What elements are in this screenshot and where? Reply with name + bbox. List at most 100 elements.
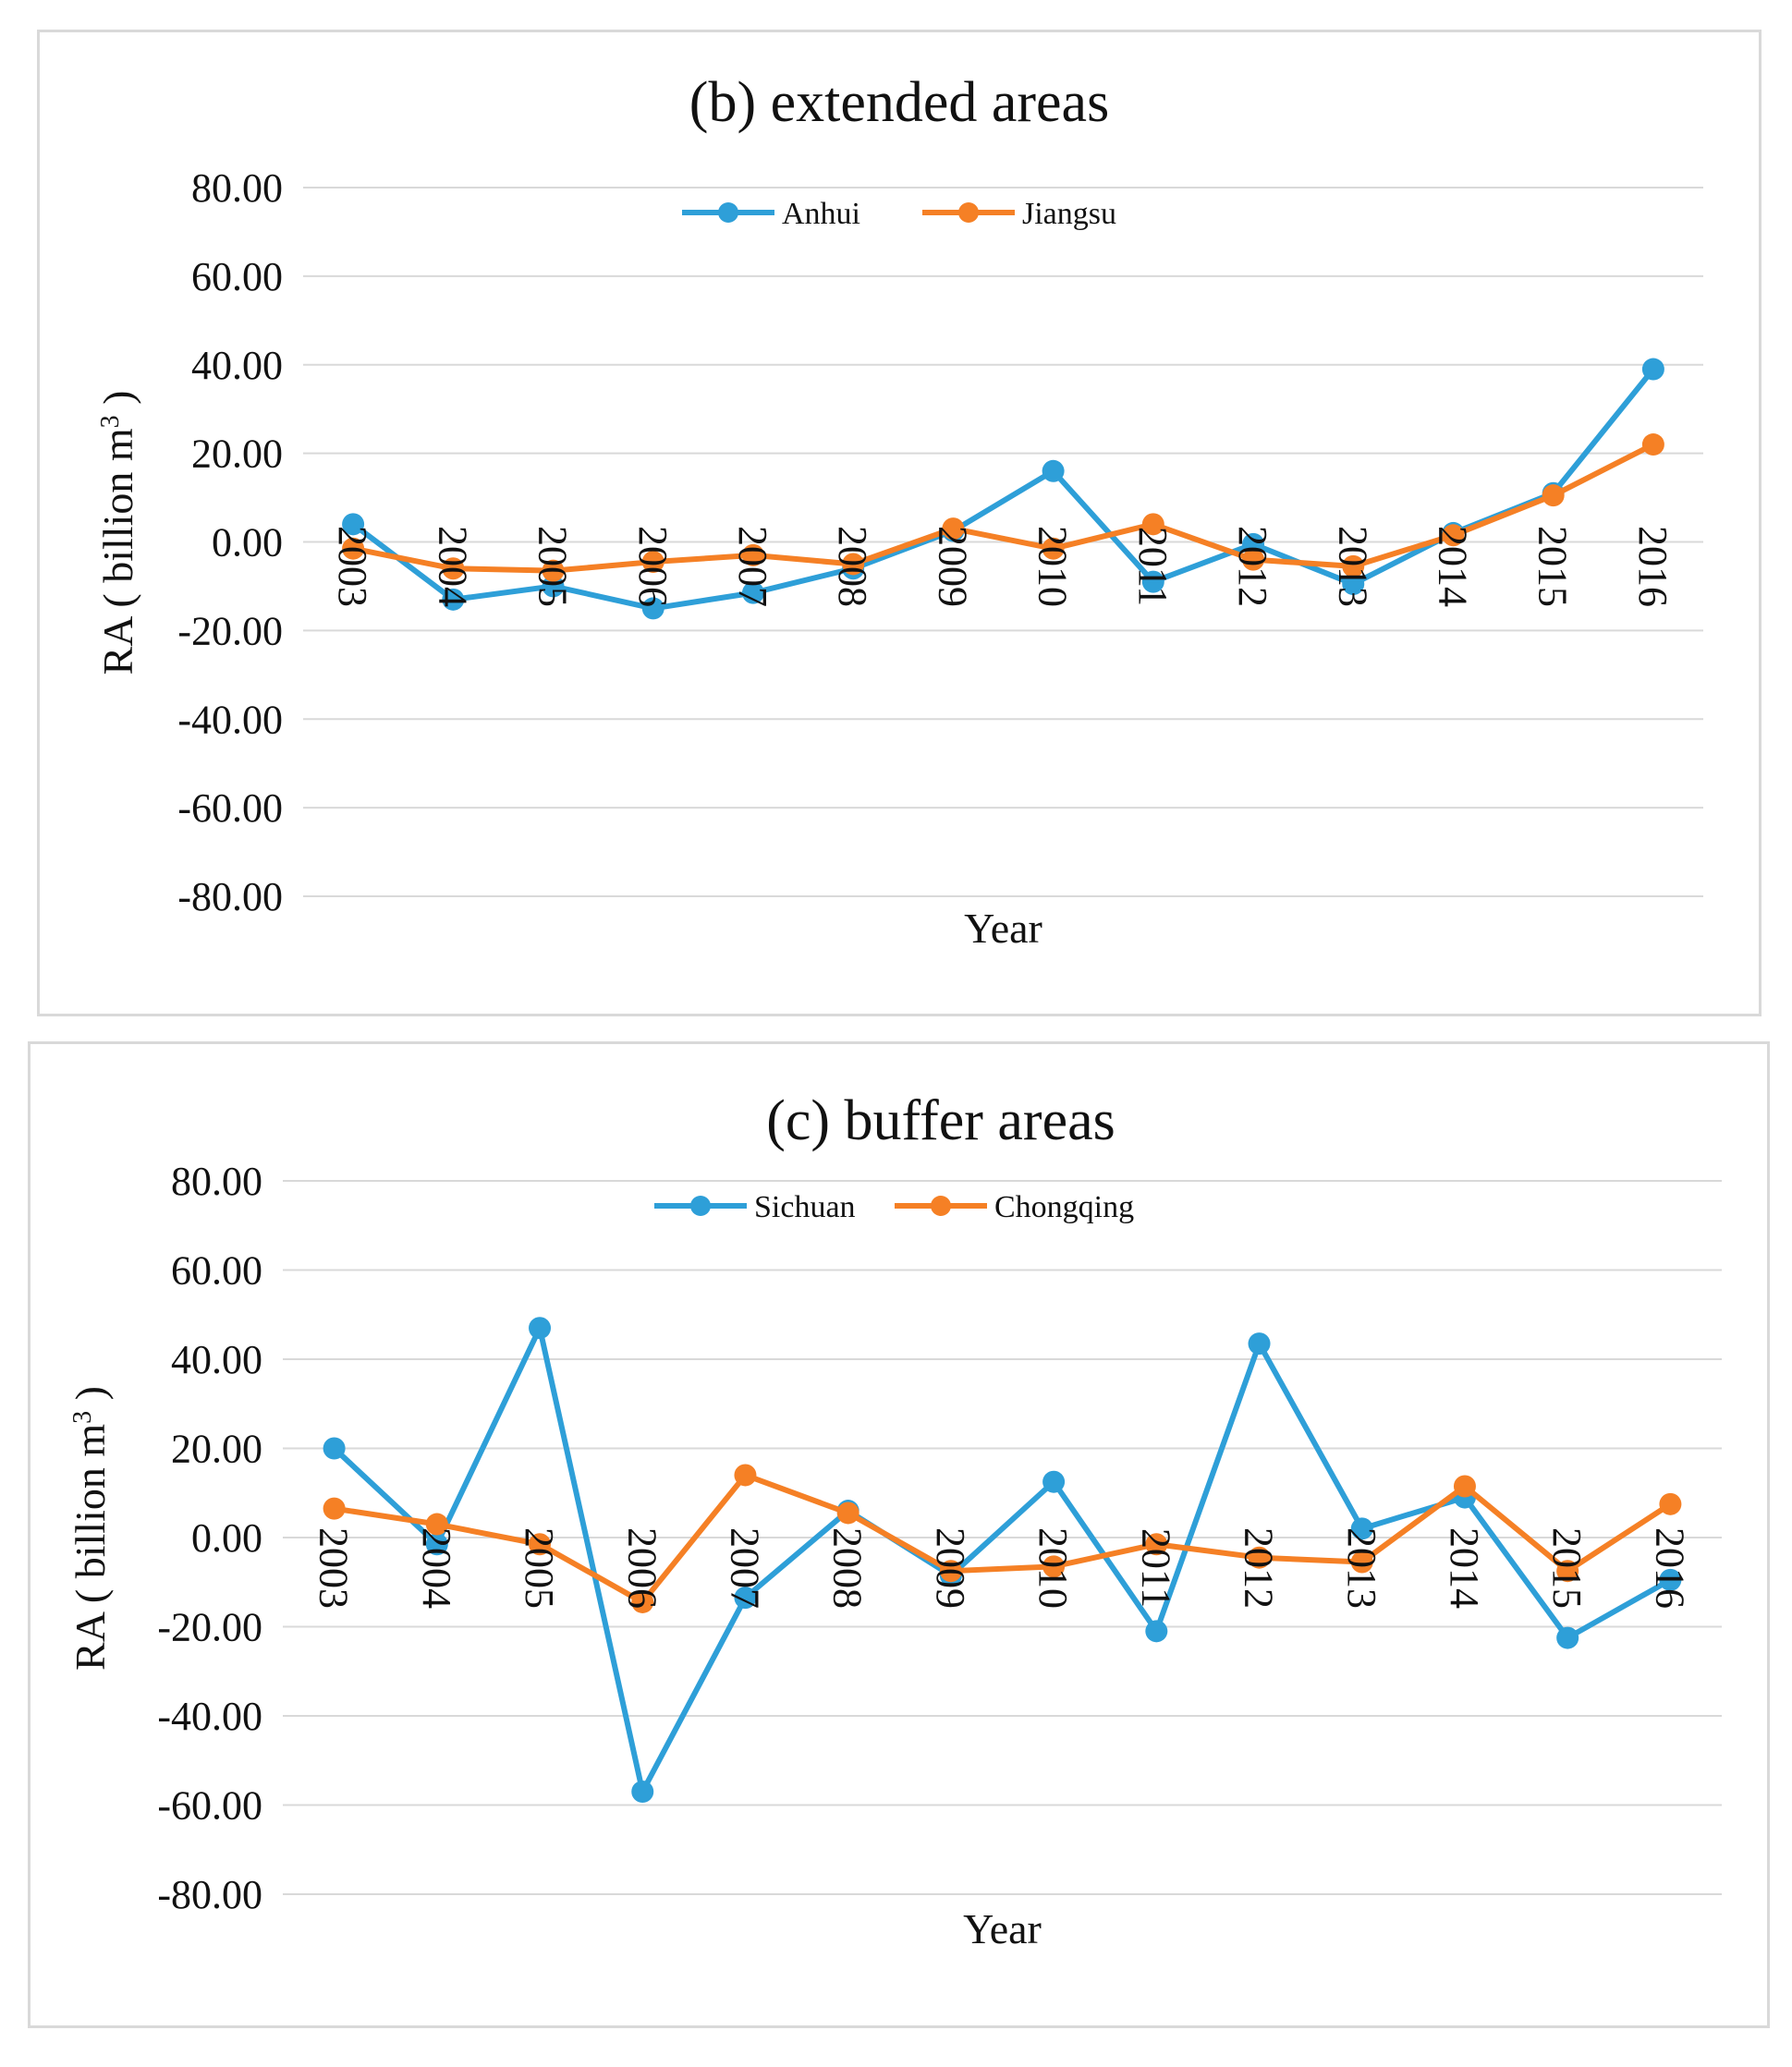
data-point-sichuan (734, 1587, 757, 1610)
data-point-chongqing (631, 1590, 654, 1613)
x-tick-label: 2010 (1030, 1527, 1076, 1609)
data-point-anhui (1042, 459, 1065, 482)
x-tick-label: 2011 (1130, 527, 1176, 606)
legend-marker-anhui (718, 202, 738, 223)
data-point-sichuan (1145, 1620, 1168, 1643)
data-point-chongqing (1556, 1560, 1579, 1583)
chart-title: (b) extended areas (689, 71, 1109, 134)
y-tick-label: -60.00 (157, 1783, 262, 1829)
data-point-jiangsu (442, 557, 465, 580)
x-tick-label: 2007 (730, 526, 775, 607)
y-tick-label: -20.00 (157, 1605, 262, 1650)
x-tick-label: 2006 (630, 526, 676, 607)
x-tick-label: 2015 (1530, 526, 1576, 607)
x-axis-title: Year (964, 905, 1042, 952)
x-tick-label: 2004 (430, 526, 475, 607)
data-point-jiangsu (842, 553, 865, 576)
series-line-chongqing (334, 1472, 1673, 1605)
x-tick-label: 2009 (928, 1527, 973, 1609)
legend-label-jiangsu: Jiangsu (1022, 197, 1116, 231)
y-tick-label: 20.00 (171, 1427, 262, 1472)
x-tick-label: 2012 (1230, 526, 1275, 607)
data-point-sichuan (1556, 1626, 1579, 1649)
x-tick-label: 2007 (722, 1527, 767, 1609)
data-point-sichuan (1350, 1517, 1373, 1540)
data-point-jiangsu (741, 543, 764, 566)
data-point-jiangsu (641, 551, 664, 574)
legend-marker-sichuan (690, 1196, 711, 1216)
data-point-chongqing (836, 1502, 859, 1525)
data-point-anhui (542, 575, 565, 598)
x-tick-label: 2013 (1339, 1527, 1384, 1609)
y-tick-label: -20.00 (177, 608, 283, 653)
y-tick-label: 0.00 (191, 1515, 262, 1561)
data-point-chongqing (734, 1464, 757, 1487)
data-point-chongqing (529, 1533, 552, 1556)
y-tick-label: 40.00 (191, 343, 283, 388)
y-tick-label: -80.00 (177, 874, 283, 919)
data-point-anhui (442, 588, 465, 611)
y-axis-title: RA ( billion m3 ) (67, 1386, 114, 1671)
x-tick-label: 2010 (1030, 526, 1076, 607)
data-point-jiangsu (942, 517, 965, 541)
series-line-sichuan (332, 1325, 1672, 1795)
data-point-jiangsu (1542, 484, 1565, 507)
data-point-jiangsu (542, 559, 565, 582)
series-line-jiangsu (352, 442, 1655, 574)
x-axis-title: Year (963, 1905, 1042, 1952)
data-point-jiangsu (342, 537, 365, 560)
x-tick-label: 2006 (619, 1527, 664, 1609)
y-axis-title: RA ( billion m3 ) (94, 391, 141, 675)
x-tick-label: 2014 (1430, 526, 1475, 607)
x-tick-label: 2003 (311, 1527, 357, 1609)
data-point-chongqing (1453, 1475, 1476, 1498)
y-tick-label: 40.00 (171, 1337, 262, 1382)
data-point-anhui (741, 581, 764, 604)
data-point-jiangsu (1641, 433, 1664, 456)
legend-marker-chongqing (931, 1196, 951, 1216)
data-point-sichuan (1659, 1568, 1682, 1591)
legend-label-anhui: Anhui (782, 197, 860, 231)
data-point-anhui (342, 513, 365, 536)
data-point-chongqing (939, 1560, 962, 1583)
chart-title: (c) buffer areas (766, 1089, 1115, 1152)
x-tick-label: 2003 (330, 526, 375, 607)
legend-label-sichuan: Sichuan (754, 1190, 856, 1224)
data-point-anhui (1641, 358, 1664, 381)
x-tick-label: 2005 (517, 1527, 562, 1609)
data-point-anhui (1342, 573, 1365, 596)
data-point-sichuan (323, 1437, 346, 1460)
data-point-chongqing (1350, 1550, 1373, 1574)
data-point-chongqing (1145, 1533, 1168, 1556)
data-point-jiangsu (1042, 537, 1065, 560)
data-point-anhui (641, 597, 664, 620)
y-tick-label: 60.00 (191, 254, 283, 299)
x-tick-label: 2004 (414, 1527, 459, 1609)
data-point-chongqing (1248, 1546, 1271, 1569)
y-tick-label: 60.00 (171, 1248, 262, 1294)
y-tick-label: 0.00 (212, 520, 283, 565)
y-tick-label: -40.00 (157, 1694, 262, 1739)
y-tick-label: 20.00 (191, 432, 283, 477)
data-point-chongqing (323, 1497, 346, 1520)
data-point-sichuan (529, 1317, 552, 1340)
data-point-sichuan (1042, 1470, 1066, 1493)
data-point-jiangsu (1342, 554, 1365, 578)
x-tick-label: 2015 (1544, 1527, 1590, 1609)
x-tick-label: 2009 (930, 526, 975, 607)
data-point-sichuan (425, 1533, 448, 1556)
y-tick-label: -80.00 (157, 1872, 262, 1917)
y-tick-label: -40.00 (177, 697, 283, 742)
y-tick-label: -60.00 (177, 785, 283, 831)
chart-panel-extended-areas: (b) extended areas 80.00 60.00 40.00 20.00 0.… (37, 30, 1762, 1016)
x-tick-label: 2005 (530, 526, 576, 607)
x-tick-label: 2008 (830, 526, 875, 607)
chart-extended-areas: (b) extended areas 80.00 60.00 40.00 20.00 0.… (94, 71, 1703, 952)
x-tick-label: 2014 (1442, 1527, 1487, 1609)
legend-label-chongqing: Chongqing (994, 1190, 1134, 1224)
x-tick-label: 2011 (1133, 1528, 1178, 1608)
chart-buffer-areas: (c) buffer areas 80.00 60.00 40.00 20.00 0.00… (67, 1089, 1722, 1952)
data-point-jiangsu (1442, 524, 1465, 547)
chart-panel-buffer-areas: (c) buffer areas 80.00 60.00 40.00 20.00 0.00… (28, 1041, 1770, 2028)
data-point-sichuan (1248, 1332, 1271, 1356)
